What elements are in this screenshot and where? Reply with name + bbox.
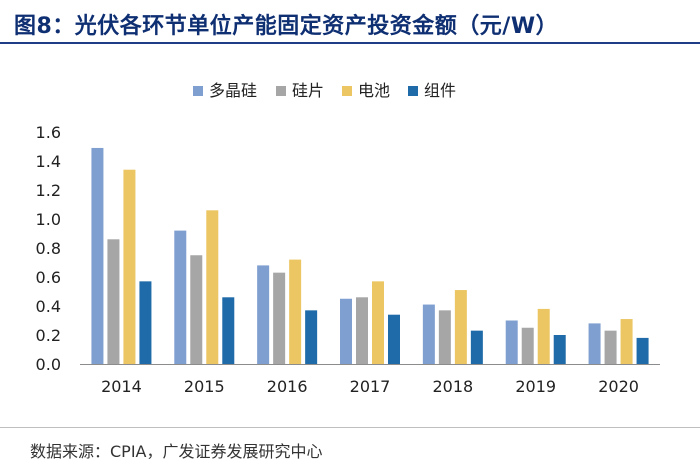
- x-tick-label: 2016: [267, 377, 308, 396]
- x-tick-label: 2020: [598, 377, 639, 396]
- bar-2015-4: [222, 297, 235, 364]
- bar-2019-4: [553, 335, 566, 364]
- legend-label: 硅片: [292, 81, 324, 100]
- bar-2020-3: [620, 319, 633, 364]
- legend-swatch: [276, 86, 286, 96]
- bar-2016-4: [305, 310, 318, 364]
- bar-2019-2: [521, 327, 534, 364]
- legend-label: 电池: [358, 81, 390, 100]
- bar-2015-1: [174, 230, 187, 364]
- x-tick-label: 2019: [515, 377, 556, 396]
- y-tick-label: 0.2: [36, 326, 61, 345]
- bar-2020-4: [636, 337, 649, 364]
- footer-divider: [0, 427, 700, 428]
- bar-2015-2: [190, 255, 203, 364]
- bar-2016-2: [273, 272, 286, 364]
- y-tick-label: 0.8: [36, 239, 61, 258]
- bar-2018-4: [470, 330, 483, 364]
- x-tick-label: 2018: [432, 377, 473, 396]
- bar-2018-2: [438, 310, 451, 364]
- source-note: 数据来源：CPIA，广发证券发展研究中心: [30, 442, 323, 461]
- y-tick-label: 1.2: [36, 181, 61, 200]
- bar-2020-1: [588, 323, 601, 364]
- x-tick-label: 2017: [350, 377, 391, 396]
- bar-2015-3: [206, 210, 219, 364]
- page-title: 图8：光伏各环节单位产能固定资产投资金额（元/W）: [14, 14, 559, 39]
- bar-chart: 0.0 0.2 0.4 0.6 0.8 1.0 1.2 1.4 1.6 2014 2015 2016 2…: [36, 81, 660, 396]
- legend-label: 多晶硅: [209, 81, 257, 100]
- legend-swatch: [342, 86, 352, 96]
- bar-2018-3: [454, 290, 467, 364]
- bar-2017-1: [340, 298, 352, 364]
- y-tick-label: 1.6: [36, 123, 61, 142]
- x-tick-label: 2014: [101, 377, 142, 396]
- title-divider: [0, 42, 700, 44]
- legend-swatch: [408, 86, 418, 96]
- y-tick-label: 0.6: [36, 268, 61, 287]
- y-tick-label: 1.0: [36, 210, 61, 229]
- bar-2017-2: [356, 297, 368, 364]
- bar-2016-3: [289, 259, 302, 364]
- bar-2014-3: [123, 169, 136, 364]
- bar-2017-4: [388, 314, 400, 364]
- bar-2018-1: [422, 304, 435, 364]
- bar-2020-2: [604, 330, 617, 364]
- bar-2016-1: [257, 265, 270, 364]
- legend-swatch: [193, 86, 203, 96]
- title-bar: 图8：光伏各环节单位产能固定资产投资金额（元/W）: [0, 0, 700, 44]
- y-tick-label: 0.0: [36, 355, 61, 374]
- bar-2014-1: [91, 147, 104, 364]
- y-tick-label: 1.4: [36, 152, 61, 171]
- bar-2017-3: [372, 281, 384, 364]
- legend-label: 组件: [424, 81, 456, 100]
- y-tick-label: 0.4: [36, 297, 61, 316]
- bar-2019-1: [505, 320, 518, 364]
- bar-2014-4: [139, 281, 152, 364]
- bar-2014-2: [107, 239, 120, 364]
- x-tick-label: 2015: [184, 377, 225, 396]
- bar-2019-3: [537, 308, 550, 364]
